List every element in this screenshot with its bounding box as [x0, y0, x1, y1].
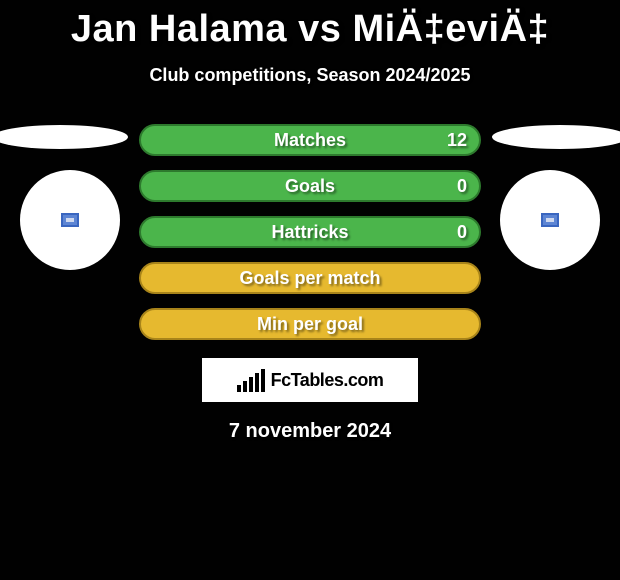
placeholder-icon — [541, 213, 559, 227]
stat-row-hattricks: Hattricks 0 — [139, 216, 481, 248]
logo-text: FcTables.com — [271, 370, 384, 391]
header-ellipse-right — [492, 125, 620, 149]
stat-label: Hattricks — [271, 222, 348, 243]
logo: FcTables.com — [237, 369, 384, 392]
stat-label: Goals — [285, 176, 335, 197]
player-badge-right — [500, 170, 600, 270]
stat-row-goals: Goals 0 — [139, 170, 481, 202]
stat-row-min-per-goal: Min per goal — [139, 308, 481, 340]
stat-label: Goals per match — [239, 268, 380, 289]
player-badge-left — [20, 170, 120, 270]
stat-label: Min per goal — [257, 314, 363, 335]
subtitle: Club competitions, Season 2024/2025 — [0, 65, 620, 86]
stat-value-right: 12 — [447, 130, 467, 151]
page-title: Jan Halama vs MiÄ‡eviÄ‡ — [0, 0, 620, 51]
logo-box: FcTables.com — [202, 358, 418, 402]
placeholder-icon — [61, 213, 79, 227]
stat-row-goals-per-match: Goals per match — [139, 262, 481, 294]
stat-row-matches: Matches 12 — [139, 124, 481, 156]
stat-value-right: 0 — [457, 222, 467, 243]
stat-label: Matches — [274, 130, 346, 151]
bar-chart-icon — [237, 369, 265, 392]
stat-value-right: 0 — [457, 176, 467, 197]
date-text: 7 november 2024 — [0, 420, 620, 443]
